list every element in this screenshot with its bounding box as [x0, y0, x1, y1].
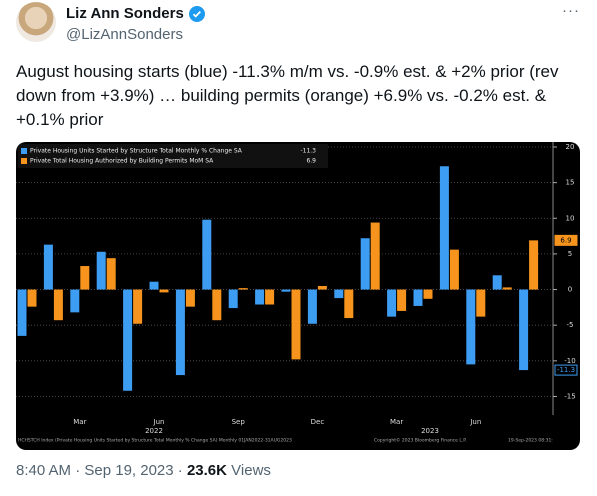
x-tick-label: Mar: [390, 418, 403, 426]
legend-swatch: [21, 148, 27, 154]
legend-box: [18, 144, 328, 168]
bar: [265, 289, 275, 305]
x-tick-label: Jun: [153, 418, 165, 426]
chart-copyright: Copyright© 2023 Bloomberg Finance L.P.: [374, 437, 467, 444]
x-tick-label: Mar: [73, 418, 86, 426]
bar: [397, 289, 407, 311]
bar: [106, 258, 116, 290]
bar: [387, 289, 397, 317]
bar: [291, 289, 301, 360]
bar: [307, 289, 317, 324]
bar: [449, 249, 459, 290]
legend-label: Private Housing Units Started by Structu…: [30, 148, 243, 155]
legend-label: Private Total Housing Authorized by Buil…: [30, 158, 214, 165]
bar: [238, 288, 248, 290]
bar: [466, 289, 476, 365]
bar: [281, 289, 291, 292]
bar: [519, 289, 529, 371]
bar: [439, 166, 449, 290]
y-tick-label: 10: [566, 214, 575, 222]
bar: [212, 289, 222, 321]
bar: [317, 285, 327, 290]
bar: [529, 240, 539, 290]
bar: [492, 275, 502, 290]
bar: [123, 289, 133, 391]
bar: [185, 289, 195, 307]
y-tick-label: -15: [564, 392, 575, 400]
more-button[interactable]: ···: [562, 2, 580, 19]
y-tick-label: 0: [568, 286, 572, 294]
bar: [202, 219, 212, 290]
bar: [344, 289, 354, 319]
legend-swatch: [21, 158, 27, 164]
bar: [17, 289, 27, 336]
bar: [27, 289, 37, 307]
x-tick-label: Sep: [232, 418, 246, 426]
bar: [96, 251, 106, 290]
y-tick-label: -10: [564, 357, 575, 365]
value-tag-label: 6.9: [560, 236, 571, 244]
bar: [423, 289, 433, 299]
bar: [360, 238, 370, 290]
bar: [53, 289, 63, 321]
bar: [228, 289, 238, 309]
chart-image[interactable]: 20 15 10 5 0 -5 -10 -15 Mar Jun Sep Dec Mar Jun 2022 20…: [16, 142, 580, 450]
author-name[interactable]: Liz Ann Sonders: [66, 5, 184, 22]
legend-value: -11.3: [300, 148, 316, 155]
y-tick-label: -5: [567, 321, 574, 329]
value-tag-label: -11.3: [557, 366, 575, 374]
bar: [133, 289, 143, 324]
bar: [370, 222, 380, 290]
chart-source: HCHSTCH Index (Private Housing Units Sta…: [18, 438, 292, 444]
bar: [175, 289, 185, 376]
bar: [43, 244, 53, 290]
x-tick-label: Jun: [469, 418, 481, 426]
tweet-text: August housing starts (blue) -11.3% m/m …: [16, 62, 559, 129]
verified-badge: [189, 6, 205, 22]
bar: [334, 289, 344, 299]
bar: [80, 266, 90, 290]
bar: [70, 289, 80, 313]
bar: [476, 289, 486, 317]
view-count: 23.6K: [186, 462, 227, 479]
y-tick-label: 20: [566, 143, 575, 151]
legend-value: 6.9: [306, 158, 316, 165]
year-label: 2022: [145, 427, 163, 435]
bar: [159, 289, 169, 293]
avatar[interactable]: [16, 2, 56, 42]
timestamp: 8:40 AM · Sep 19, 2023 ·: [16, 462, 183, 479]
author-handle[interactable]: @LizAnnSonders: [66, 26, 183, 43]
bar: [502, 287, 512, 290]
bar: [149, 281, 159, 290]
bar: [413, 289, 423, 306]
year-label: 2023: [421, 427, 439, 435]
value-tag: [554, 364, 578, 376]
y-tick-label: 5: [568, 250, 572, 258]
tweet-footer: 8:40 AM · Sep 19, 2023 · 23.6K Views: [16, 462, 271, 479]
x-tick-label: Dec: [311, 418, 325, 426]
y-tick-label: 15: [566, 179, 575, 187]
chart-timestamp: 19-Sep-2023 08:31:: [508, 438, 553, 444]
value-tag: [554, 234, 578, 246]
bar: [255, 289, 265, 305]
views-label: Views: [231, 462, 271, 479]
